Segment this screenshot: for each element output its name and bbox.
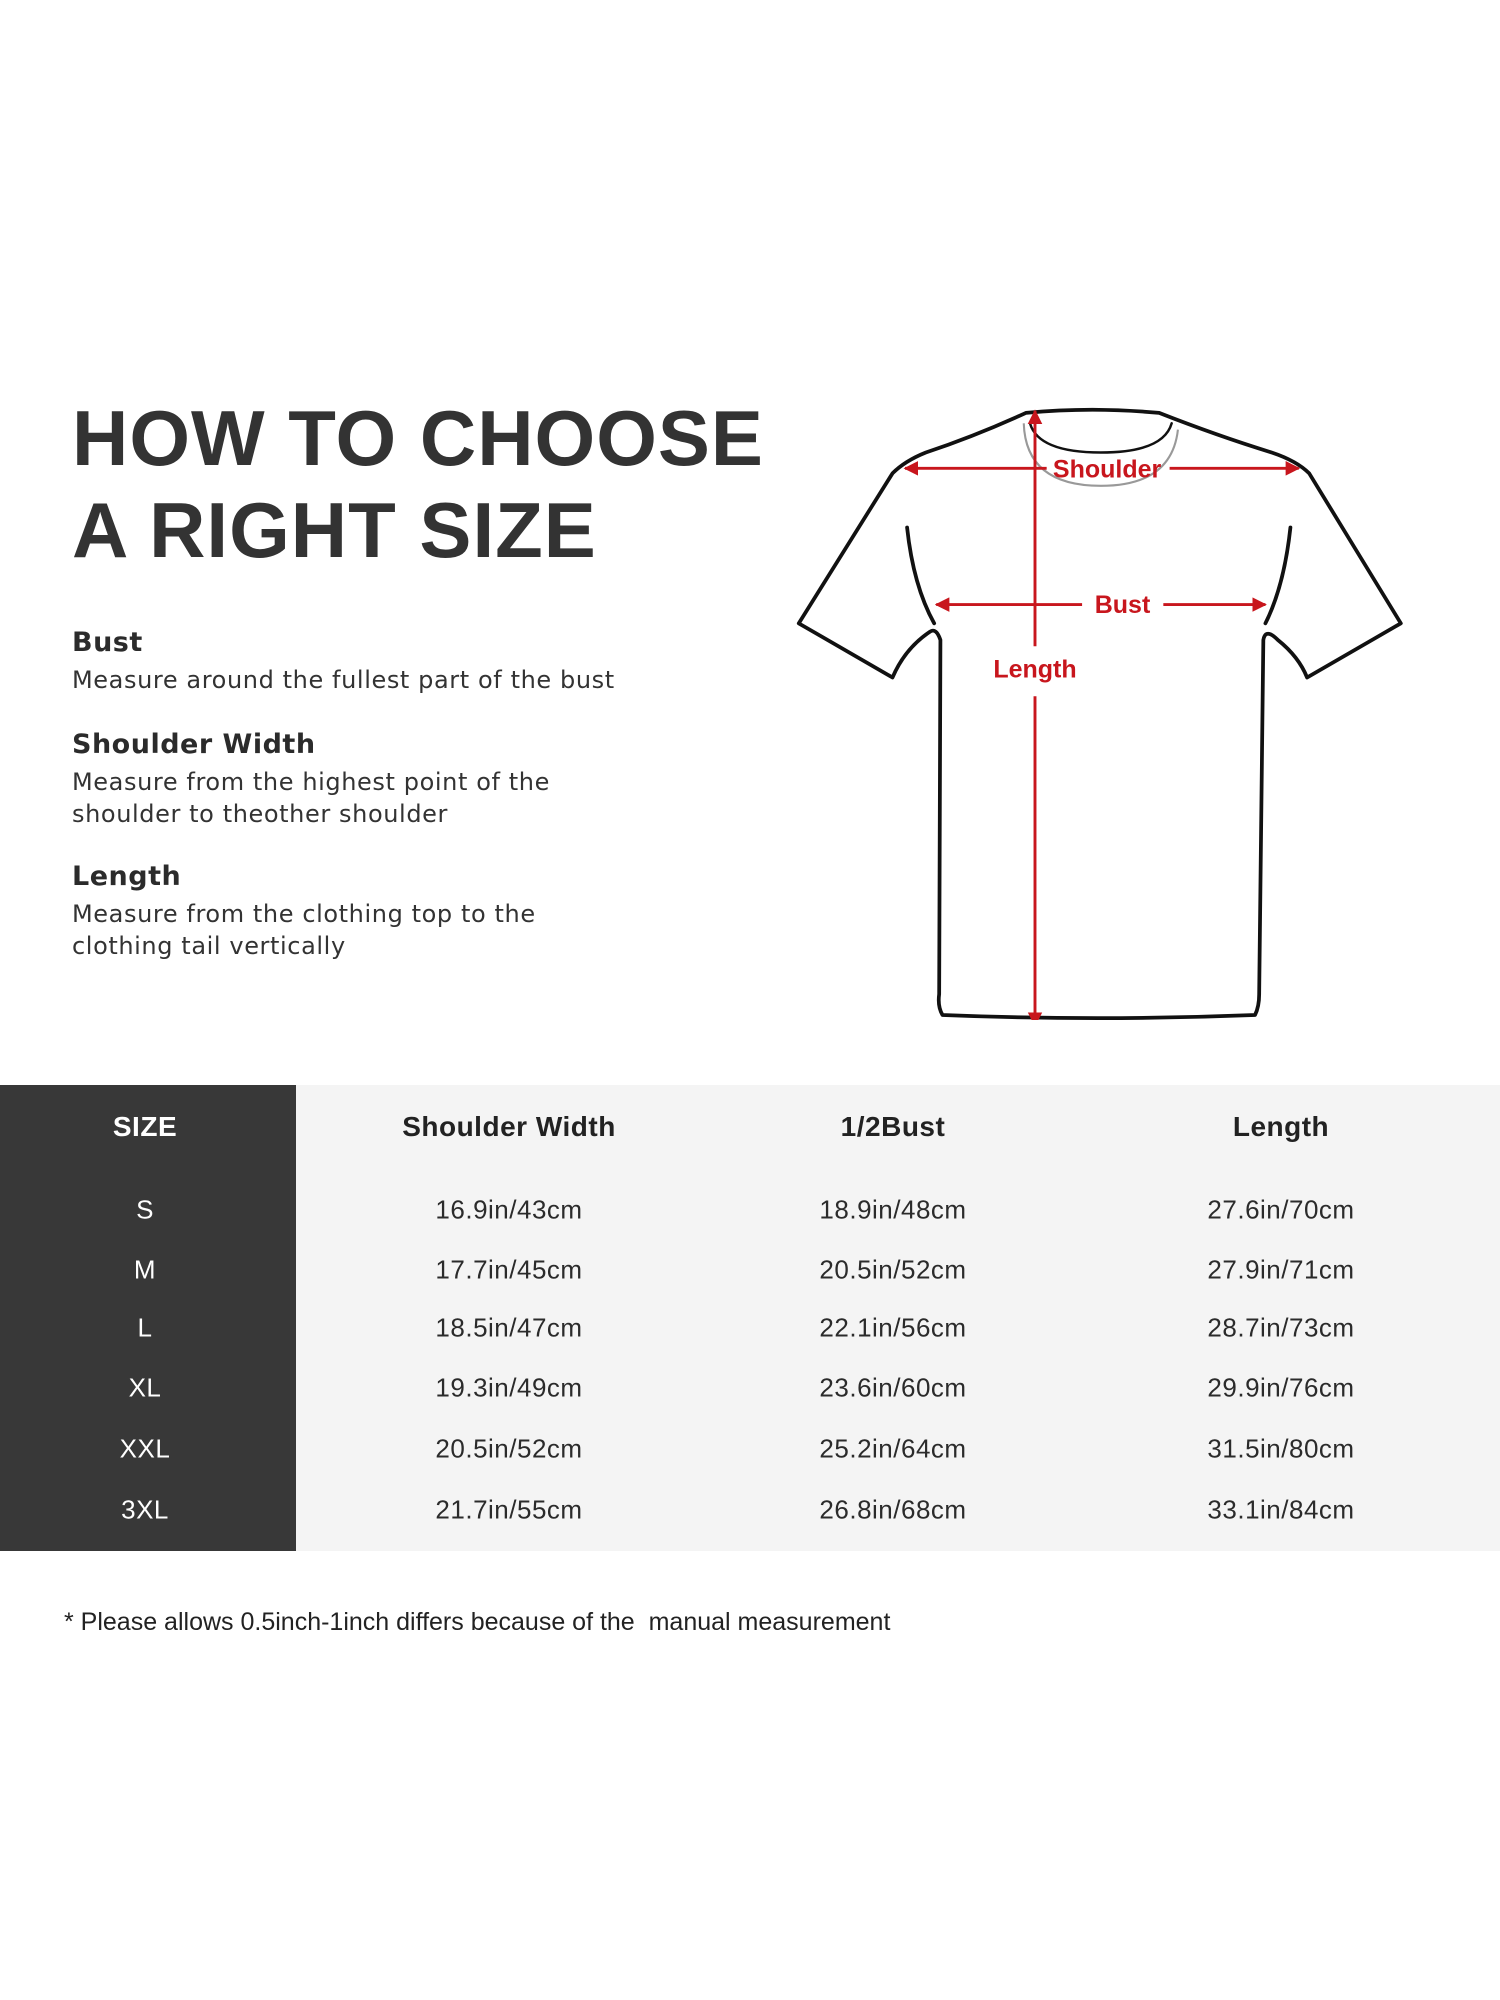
- page-title: HOW TO CHOOSE A RIGHT SIZE: [72, 392, 764, 576]
- table-cell: 17.7in/45cm: [435, 1254, 583, 1285]
- bust-label: Bust: [1095, 591, 1151, 619]
- size-column: [0, 1085, 296, 1551]
- size-label: L: [137, 1312, 153, 1343]
- guide-length-title: Length: [72, 861, 182, 892]
- guide-shoulder-title: Shoulder Width: [72, 729, 316, 760]
- size-label: XXL: [119, 1433, 171, 1464]
- table-header-0: SIZE: [112, 1111, 178, 1142]
- table-cell: 27.6in/70cm: [1207, 1194, 1355, 1225]
- table-cell: 33.1in/84cm: [1207, 1494, 1355, 1525]
- size-label: 3XL: [121, 1494, 169, 1525]
- desc-line: shoulder to theother shoulder: [72, 800, 448, 828]
- table-cell: 20.5in/52cm: [435, 1433, 583, 1464]
- tshirt-diagram: Shoulder Bust Length: [796, 407, 1403, 1020]
- guide-length: Length Measure from the clothing top to …: [72, 860, 692, 962]
- guide-length-desc: Measure from the clothing top to the clot…: [72, 898, 692, 962]
- table-cell: 29.9in/76cm: [1207, 1372, 1355, 1403]
- guide-bust-title: Bust: [72, 627, 143, 658]
- table-cell: 27.9in/71cm: [1207, 1254, 1355, 1285]
- desc-line: clothing tail vertically: [72, 932, 346, 960]
- table-cell: 18.9in/48cm: [819, 1194, 967, 1225]
- shoulder-label: Shoulder: [1053, 456, 1162, 484]
- length-label: Length: [993, 656, 1076, 684]
- size-label: S: [136, 1194, 154, 1225]
- table-cell: 28.7in/73cm: [1207, 1312, 1355, 1343]
- collar-shadow: [1022, 423, 1179, 487]
- table-cell: 26.8in/68cm: [819, 1494, 967, 1525]
- guide-shoulder-desc: Measure from the highest point of the sho…: [72, 766, 692, 830]
- size-label: XL: [128, 1372, 162, 1403]
- title-line-2: A RIGHT SIZE: [72, 486, 597, 574]
- table-cell: 19.3in/49cm: [435, 1372, 583, 1403]
- table-cell: 16.9in/43cm: [435, 1194, 583, 1225]
- title-line-1: HOW TO CHOOSE: [72, 394, 764, 482]
- table-header-1: Shoulder Width: [402, 1111, 616, 1142]
- guide-bust-desc: Measure around the fullest part of the b…: [72, 666, 615, 694]
- size-label: M: [133, 1254, 157, 1285]
- table-cell: 31.5in/80cm: [1207, 1433, 1355, 1464]
- tshirt-outline: [796, 407, 1403, 1020]
- guide-bust: Bust Measure around the fullest part of …: [72, 626, 692, 696]
- footnote: * Please allows 0.5inch-1inch differs be…: [64, 1608, 891, 1636]
- table-header-3: Length: [1232, 1111, 1330, 1142]
- table-cell: 25.2in/64cm: [819, 1433, 967, 1464]
- table-cell: 23.6in/60cm: [819, 1372, 967, 1403]
- table-cell: 22.1in/56cm: [819, 1312, 967, 1343]
- guide-shoulder: Shoulder Width Measure from the highest …: [72, 728, 692, 830]
- table-cell: 21.7in/55cm: [435, 1494, 583, 1525]
- desc-line: Measure from the clothing top to the: [72, 900, 536, 928]
- size-table: SIZE Shoulder Width 1/2Bust Length S 16.9in/4…: [0, 1085, 1500, 1551]
- table-cell: 18.5in/47cm: [435, 1312, 583, 1343]
- desc-line: Measure from the highest point of the: [72, 768, 550, 796]
- table-cell: 20.5in/52cm: [819, 1254, 967, 1285]
- table-header-2: 1/2Bust: [840, 1111, 946, 1142]
